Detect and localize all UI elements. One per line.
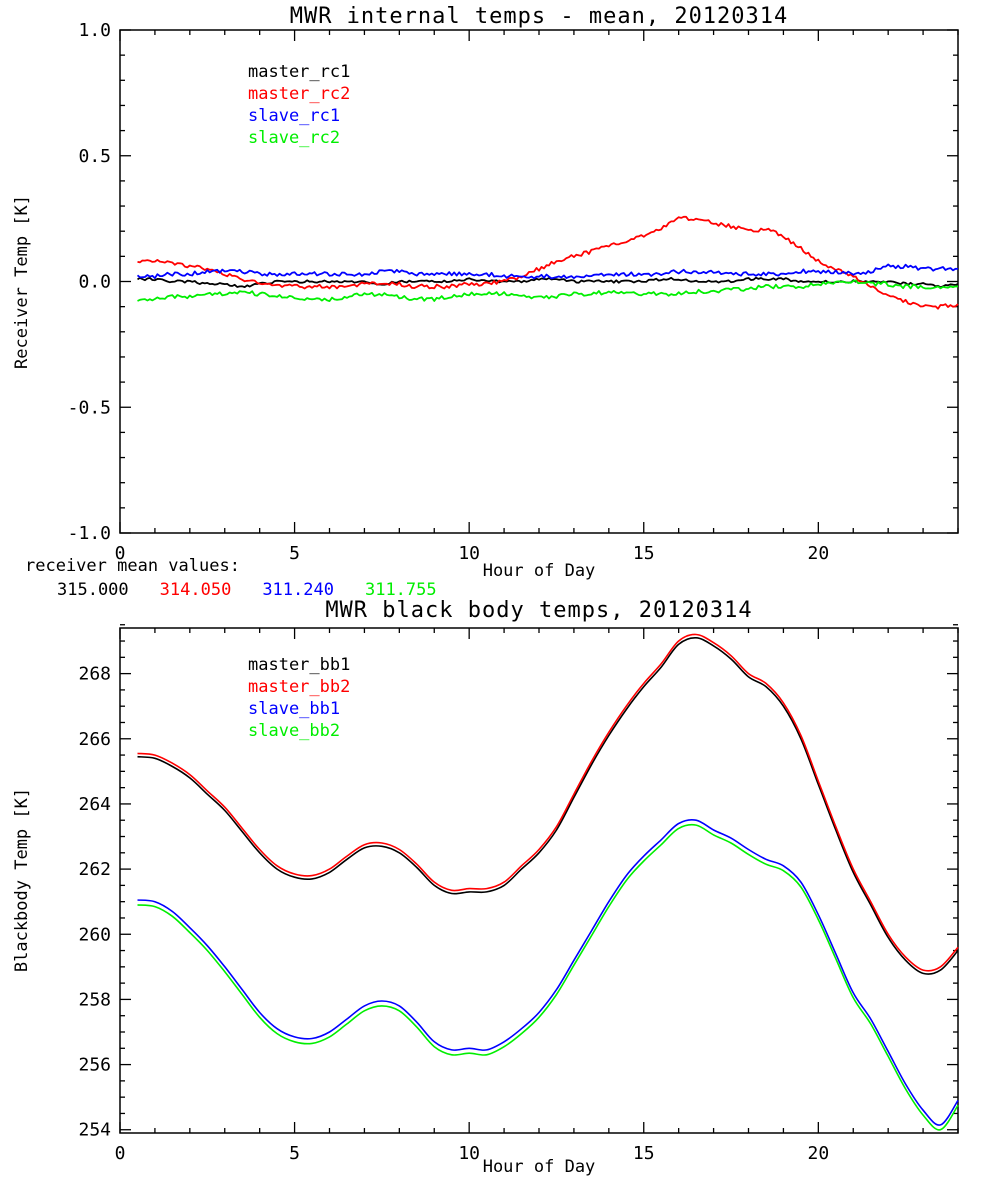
- mean-value-master-rc1: 315.000: [57, 580, 129, 600]
- y-axis-label-blackbody-temp: Blackbody Temp [K]: [12, 787, 32, 973]
- mean-value-master-rc2: 314.050: [159, 580, 232, 600]
- svg-text:266: 266: [78, 729, 111, 750]
- mean-value-slave-rc1: 311.240: [262, 580, 334, 600]
- receiver-means-values: 315.000 314.050 311.240 311.755: [57, 580, 437, 600]
- x-axis-label-hour-of-day-top: Hour of Day: [482, 561, 596, 581]
- svg-text:256: 256: [78, 1055, 111, 1076]
- svg-text:5: 5: [289, 1143, 300, 1164]
- svg-text:0.5: 0.5: [78, 146, 111, 167]
- legend-item-master-bb2: master_bb2: [248, 677, 351, 697]
- svg-text:1.0: 1.0: [78, 20, 111, 41]
- mean-value-slave-rc2: 311.755: [364, 580, 437, 600]
- legend-item-slave-rc2: slave_rc2: [248, 128, 341, 148]
- legend-item-master-rc2: master_rc2: [248, 84, 351, 104]
- svg-text:10: 10: [458, 1143, 480, 1164]
- legend-item-slave-bb2: slave_bb2: [248, 721, 341, 741]
- svg-text:10: 10: [458, 543, 480, 564]
- chart-title-internal-temps: MWR internal temps - mean, 20120314: [289, 4, 789, 29]
- svg-text:20: 20: [807, 543, 829, 564]
- svg-text:-1.0: -1.0: [68, 523, 111, 544]
- svg-text:268: 268: [78, 664, 111, 685]
- svg-text:258: 258: [78, 989, 111, 1010]
- svg-text:260: 260: [78, 924, 111, 945]
- svg-text:262: 262: [78, 859, 111, 880]
- internal-temps-plot-area: 0 5 10 15 20 -1.0 -0.5 0.0 0.5 1.0: [68, 20, 959, 564]
- svg-text:15: 15: [633, 543, 655, 564]
- svg-text:5: 5: [289, 543, 300, 564]
- legend-item-master-bb1: master_bb1: [248, 655, 351, 675]
- x-axis-label-hour-of-day-bottom: Hour of Day: [482, 1157, 596, 1177]
- svg-text:20: 20: [807, 1143, 829, 1164]
- svg-text:15: 15: [633, 1143, 655, 1164]
- chart-title-blackbody-temps: MWR black body temps, 20120314: [325, 598, 753, 623]
- legend-item-slave-bb1: slave_bb1: [248, 699, 341, 719]
- legend-item-slave-rc1: slave_rc1: [248, 106, 341, 126]
- svg-text:0: 0: [115, 543, 126, 564]
- svg-text:0: 0: [115, 1143, 126, 1164]
- receiver-means-label: receiver mean values:: [25, 556, 240, 576]
- legend-item-master-rc1: master_rc1: [248, 62, 351, 82]
- svg-text:264: 264: [78, 794, 111, 815]
- blackbody-temps-plot-area: 0 5 10 15 20 254 256 258 260 262 264 266 268: [78, 624, 959, 1164]
- y-axis-label-receiver-temp: Receiver Temp [K]: [12, 195, 32, 369]
- svg-text:0.0: 0.0: [78, 272, 111, 293]
- svg-text:-0.5: -0.5: [68, 397, 111, 418]
- svg-text:254: 254: [78, 1120, 111, 1141]
